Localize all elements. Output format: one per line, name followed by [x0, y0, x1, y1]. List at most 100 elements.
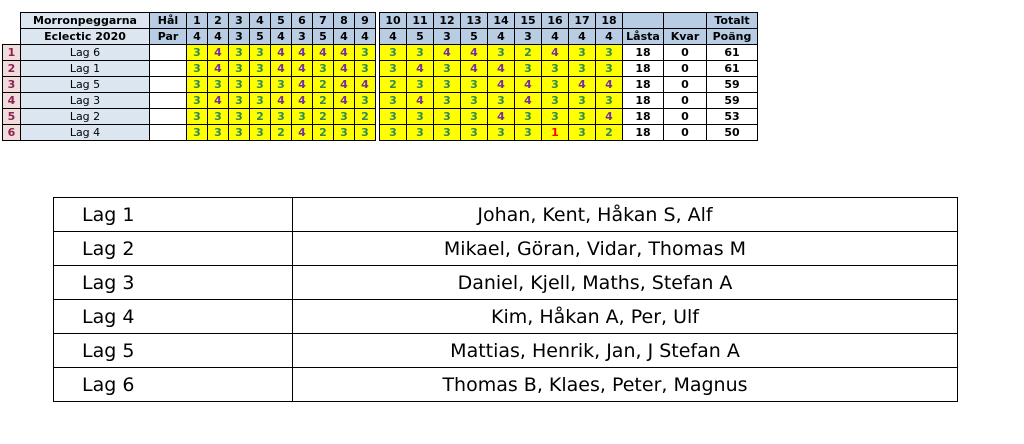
- hole-score: 3: [186, 108, 208, 125]
- hole-score: 3: [249, 124, 271, 141]
- hole-number: 18: [595, 12, 623, 29]
- hole-score: 4: [595, 108, 623, 125]
- hole-score: 3: [379, 60, 407, 77]
- par-value: 3: [514, 28, 542, 45]
- hole-score: 4: [487, 60, 515, 77]
- par-value: 4: [487, 28, 515, 45]
- blank-cell: [149, 44, 187, 61]
- hole-number: 6: [291, 12, 313, 29]
- par-value: 3: [228, 28, 250, 45]
- hole-score: 4: [333, 76, 355, 93]
- team-name: Lag 4: [20, 124, 150, 141]
- hole-score: 3: [333, 124, 355, 141]
- hole-score: 4: [291, 44, 313, 61]
- hole-score: 3: [228, 92, 250, 109]
- hole-score: 3: [270, 108, 292, 125]
- hole-number: 2: [207, 12, 229, 29]
- hole-score: 3: [514, 108, 542, 125]
- team-label: Lag 5: [53, 333, 293, 368]
- hole-score: 3: [354, 92, 376, 109]
- hole-score: 3: [249, 44, 271, 61]
- kvar-value: 0: [663, 108, 707, 125]
- hole-score: 3: [228, 124, 250, 141]
- hole-score: 3: [514, 124, 542, 141]
- hole-number: 14: [487, 12, 515, 29]
- par-value: 4: [568, 28, 596, 45]
- hole-score: 4: [291, 92, 313, 109]
- par-value: 4: [186, 28, 208, 45]
- hole-score: 3: [291, 108, 313, 125]
- hole-score: 1: [541, 124, 569, 141]
- hole-score: 4: [270, 44, 292, 61]
- rank-number: 3: [2, 76, 21, 93]
- hole-score: 4: [270, 92, 292, 109]
- team-member-row: Lag 5 Mattias, Henrik, Jan, J Stefan A: [53, 333, 958, 368]
- hole-score: 3: [379, 92, 407, 109]
- hole-number: 15: [514, 12, 542, 29]
- hole-score: 4: [514, 76, 542, 93]
- team-score-row: 4 Lag 3 3 4 3 3 4 4 2 4 3 3 4 3 3 3 4 3 3 3 18 0 59: [2, 92, 758, 109]
- lasta-value: 18: [622, 92, 664, 109]
- hole-number: 8: [333, 12, 355, 29]
- hole-score: 2: [514, 44, 542, 61]
- hole-score: 2: [312, 108, 334, 125]
- team-label: Lag 3: [53, 265, 293, 300]
- hole-score: 3: [460, 92, 488, 109]
- title-line-2: Eclectic 2020: [20, 28, 150, 45]
- par-value: 5: [249, 28, 271, 45]
- hole-score: 2: [270, 124, 292, 141]
- team-label: Lag 4: [53, 299, 293, 334]
- hole-score: 3: [312, 60, 334, 77]
- kvar-header-blank: [663, 12, 707, 29]
- lasta-value: 18: [622, 44, 664, 61]
- par-value: 4: [270, 28, 292, 45]
- blank-cell: [149, 60, 187, 77]
- hole-score: 3: [541, 60, 569, 77]
- hole-score: 3: [568, 108, 596, 125]
- hole-score: 3: [186, 92, 208, 109]
- blank-cell: [149, 76, 187, 93]
- lasta-value: 18: [622, 108, 664, 125]
- poang-label: Poäng: [706, 28, 758, 45]
- hole-score: 3: [568, 44, 596, 61]
- hole-score: 4: [291, 60, 313, 77]
- hole-score: 3: [228, 60, 250, 77]
- hole-number: 11: [406, 12, 434, 29]
- hole-score: 4: [460, 44, 488, 61]
- hole-score: 3: [379, 108, 407, 125]
- hole-number: 13: [460, 12, 488, 29]
- hole-score: 3: [186, 76, 208, 93]
- team-name: Lag 5: [20, 76, 150, 93]
- hole-score: 4: [333, 92, 355, 109]
- team-member-names: Johan, Kent, Håkan S, Alf: [292, 197, 958, 232]
- hole-score: 4: [207, 44, 229, 61]
- team-label: Lag 1: [53, 197, 293, 232]
- team-member-names: Mattias, Henrik, Jan, J Stefan A: [292, 333, 958, 368]
- hole-score: 3: [270, 76, 292, 93]
- hole-score: 3: [228, 44, 250, 61]
- lasta-label: Låsta: [622, 28, 664, 45]
- hole-score: 2: [379, 76, 407, 93]
- hole-score: 2: [312, 124, 334, 141]
- hole-number: 4: [249, 12, 271, 29]
- rank-number: 1: [2, 44, 21, 61]
- hole-number: 1: [186, 12, 208, 29]
- hole-score: 3: [568, 124, 596, 141]
- rank-number: 6: [2, 124, 21, 141]
- team-member-row: Lag 3 Daniel, Kjell, Maths, Stefan A: [53, 265, 958, 300]
- team-name: Lag 3: [20, 92, 150, 109]
- hole-score: 4: [291, 76, 313, 93]
- lasta-value: 18: [622, 60, 664, 77]
- hole-number: 17: [568, 12, 596, 29]
- team-member-row: Lag 6 Thomas B, Klaes, Peter, Magnus: [53, 367, 958, 402]
- team-member-names: Kim, Håkan A, Per, Ulf: [292, 299, 958, 334]
- hole-score: 3: [354, 60, 376, 77]
- hole-score: 3: [433, 92, 461, 109]
- par-value: 5: [312, 28, 334, 45]
- team-member-names: Thomas B, Klaes, Peter, Magnus: [292, 367, 958, 402]
- rank-number: 2: [2, 60, 21, 77]
- hole-score: 2: [354, 108, 376, 125]
- blank-cell: [149, 92, 187, 109]
- team-members-table: Lag 1 Johan, Kent, Håkan S, Alf Lag 2 Mikae…: [53, 197, 958, 402]
- hole-number: 3: [228, 12, 250, 29]
